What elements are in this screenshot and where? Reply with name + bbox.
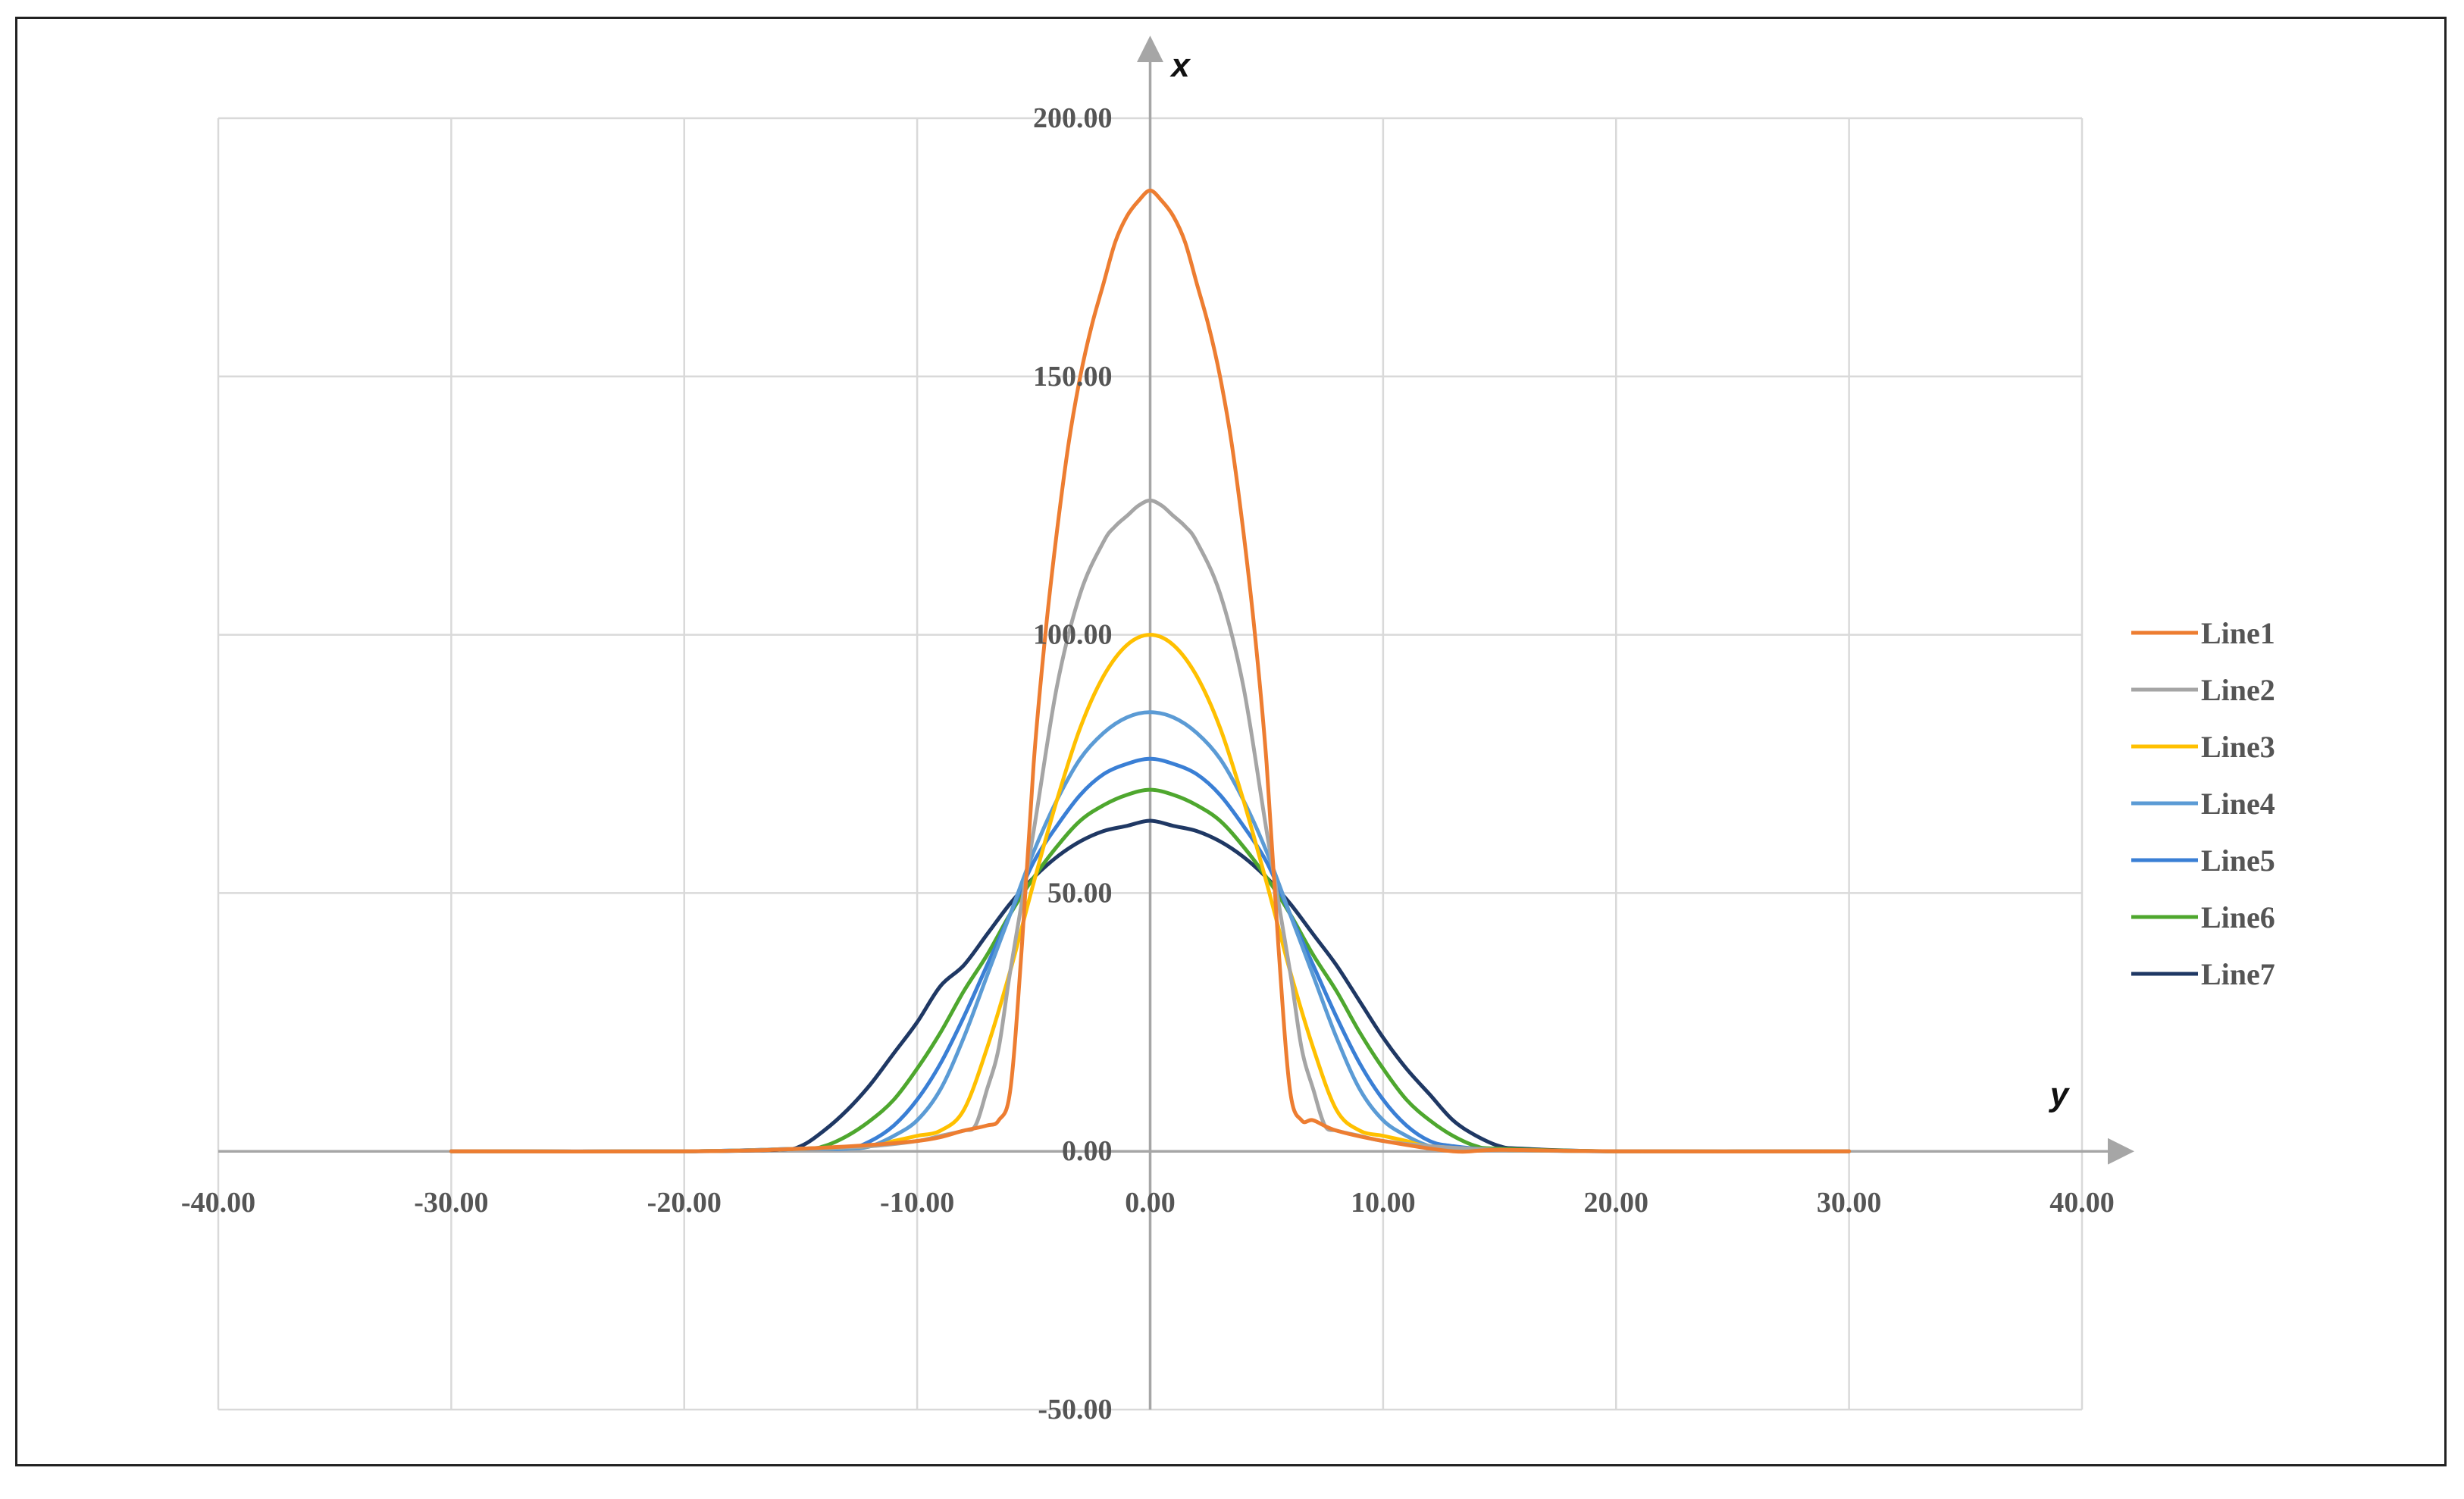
- series-line-line5: [449, 756, 1852, 1153]
- tick-labels: -40.00 -30.00 -20.00 -10.00 0.00 10.00 20.00 30…: [181, 102, 2115, 1425]
- x-tick-label: -20.00: [647, 1187, 722, 1219]
- legend-label-line6: Line6: [2201, 900, 2275, 934]
- legend-label-line7: Line7: [2201, 957, 2275, 991]
- y-tick-label: -50.00: [1038, 1394, 1112, 1425]
- legend-label-line1: Line1: [2201, 616, 2275, 650]
- chart-frame: [15, 17, 2447, 1466]
- legend-label-line5: Line5: [2201, 843, 2275, 878]
- x-tick-label: 30.00: [1817, 1187, 1882, 1219]
- series-line-line7: [449, 818, 1852, 1153]
- x-tick-label: 20.00: [1584, 1187, 1649, 1219]
- x-tick-label: 0.00: [1125, 1187, 1176, 1219]
- legend-label-line4: Line4: [2201, 787, 2275, 821]
- y-tick-label: 200.00: [1033, 102, 1113, 134]
- y-axis-title: x: [1169, 47, 1191, 84]
- legend-label-line3: Line3: [2201, 730, 2275, 764]
- x-tick-label: -10.00: [880, 1187, 954, 1219]
- series-lines: [449, 188, 1852, 1154]
- y-tick-label: 0.00: [1062, 1135, 1113, 1167]
- legend-label-line2: Line2: [2201, 673, 2275, 707]
- series-line-line1: [449, 188, 1852, 1154]
- legend: Line1 Line2 Line3 Line4 Line5 Line6 Line7: [2131, 616, 2275, 991]
- x-axis-title: y: [2049, 1076, 2071, 1113]
- series-line-line3: [449, 633, 1852, 1153]
- x-tick-label: -30.00: [414, 1187, 488, 1219]
- y-tick-label: 150.00: [1033, 361, 1113, 393]
- x-tick-label: 40.00: [2049, 1187, 2115, 1219]
- series-line-line6: [449, 787, 1852, 1153]
- y-tick-label: 50.00: [1047, 877, 1113, 909]
- x-tick-label: -40.00: [181, 1187, 255, 1219]
- series-line-line4: [449, 710, 1852, 1153]
- x-tick-label: 10.00: [1351, 1187, 1416, 1219]
- y-tick-label: 100.00: [1033, 619, 1113, 651]
